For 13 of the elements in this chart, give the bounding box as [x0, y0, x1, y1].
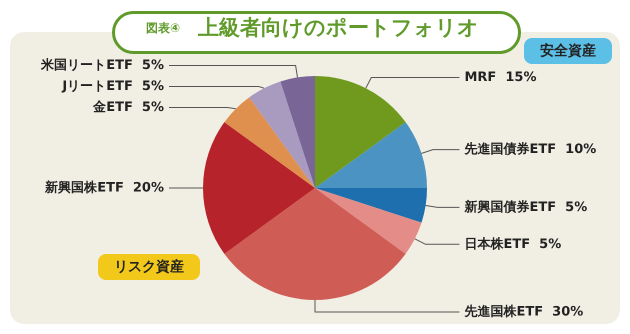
slice-label: MRF 15% [464, 70, 536, 86]
text: リスク資産 [114, 258, 184, 275]
slice-label: 米国リートETF 5% [40, 58, 164, 74]
slice-label: 金ETF 5% [92, 100, 164, 116]
slice-label: 先進国株ETF 30% [463, 304, 584, 320]
chart-subtitle: 図表④ [146, 21, 180, 35]
slice-label: 新興国債券ETF 5% [463, 198, 588, 215]
text: 安全資産 [540, 42, 596, 59]
chart-title: 上級者向けのポートフォリオ [197, 16, 479, 40]
slice-label: 日本株ETF 5% [464, 236, 562, 252]
slice-label: 新興国株ETF 20% [44, 180, 164, 196]
slice-label: JリートETF 5% [61, 79, 164, 94]
slice-label: 先進国債券ETF 10% [463, 142, 596, 158]
